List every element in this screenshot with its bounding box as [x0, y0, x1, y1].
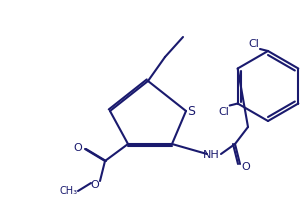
Text: Cl: Cl	[218, 107, 229, 117]
Text: Cl: Cl	[248, 39, 259, 49]
Text: NH: NH	[203, 149, 219, 159]
Text: O: O	[74, 142, 82, 152]
Text: O: O	[241, 161, 250, 171]
Text: CH₃: CH₃	[60, 185, 78, 195]
Text: O: O	[91, 179, 99, 189]
Text: S: S	[187, 105, 195, 118]
